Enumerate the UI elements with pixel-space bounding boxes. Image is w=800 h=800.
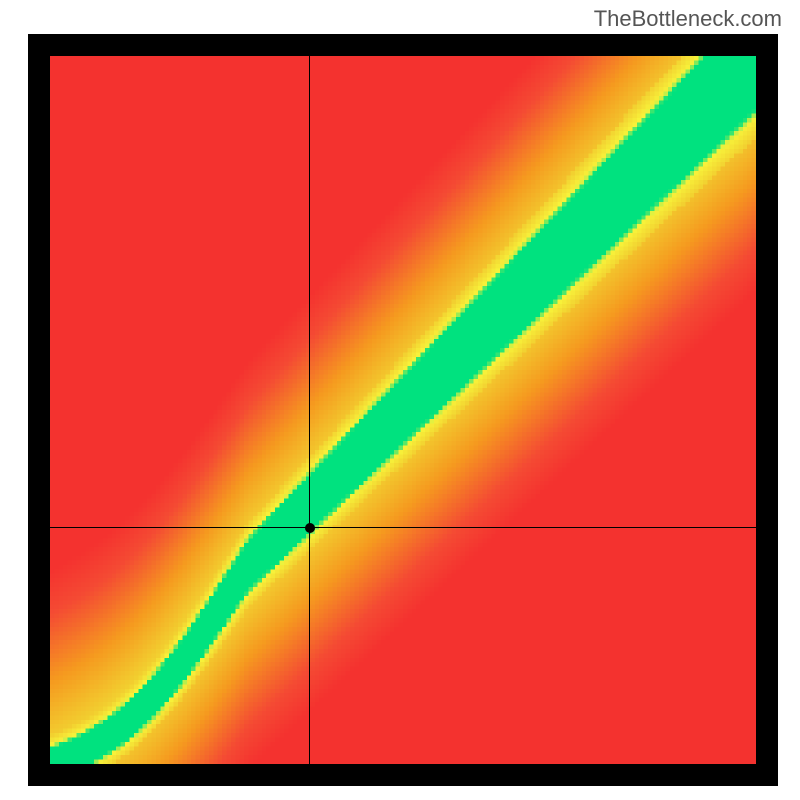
heatmap-canvas: [50, 56, 756, 764]
crosshair-vertical: [309, 56, 310, 764]
crosshair-horizontal: [50, 527, 756, 528]
crosshair-marker: [305, 523, 315, 533]
chart-container: TheBottleneck.com: [0, 0, 800, 800]
watermark-text: TheBottleneck.com: [594, 6, 782, 32]
